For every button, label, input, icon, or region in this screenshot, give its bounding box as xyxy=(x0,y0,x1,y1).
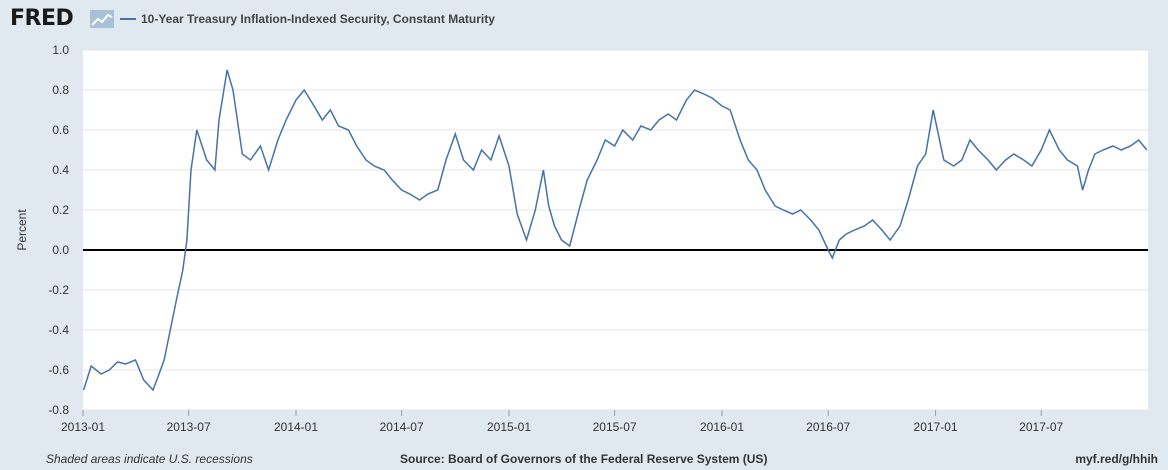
y-axis-ticks: 1.0 0.8 0.6 0.4 0.2 0.0 -0.2 -0.4 -0.6 -0.8 xyxy=(48,43,69,417)
x-tick-label: 2015-07 xyxy=(593,420,637,434)
legend: 10-Year Treasury Inflation-Indexed Secur… xyxy=(120,12,495,26)
y-tick-label: -0.4 xyxy=(48,323,69,337)
x-tick-label: 2016-01 xyxy=(700,420,744,434)
chart-area: 1.0 0.8 0.6 0.4 0.2 0.0 -0.2 -0.4 -0.6 -0.8 2013-… xyxy=(0,40,1168,445)
x-tick-label: 2014-01 xyxy=(274,420,318,434)
y-tick-label: 0.4 xyxy=(52,163,69,177)
chart-header: FRED 10-Year Treasury Inflation-Indexed … xyxy=(0,0,1168,42)
chart-footer: Shaded areas indicate U.S. recessions So… xyxy=(0,448,1168,470)
y-tick-label: 0.0 xyxy=(52,243,69,257)
legend-label: 10-Year Treasury Inflation-Indexed Secur… xyxy=(141,12,495,26)
line-graph-icon xyxy=(90,10,114,28)
x-tick-label: 2017-01 xyxy=(914,420,958,434)
x-tick-label: 2015-01 xyxy=(487,420,531,434)
y-tick-label: 0.8 xyxy=(52,83,69,97)
short-link[interactable]: myf.red/g/hhih xyxy=(1075,452,1158,466)
recession-note: Shaded areas indicate U.S. recessions xyxy=(46,452,253,466)
x-tick-label: 2014-07 xyxy=(380,420,424,434)
source-note: Source: Board of Governors of the Federa… xyxy=(400,452,768,466)
x-tick-label: 2017-07 xyxy=(1019,420,1063,434)
line-chart[interactable]: 1.0 0.8 0.6 0.4 0.2 0.0 -0.2 -0.4 -0.6 -0.8 2013-… xyxy=(0,40,1168,445)
x-tick-label: 2013-07 xyxy=(167,420,211,434)
fred-logo[interactable]: FRED xyxy=(10,6,74,31)
x-tick-label: 2013-01 xyxy=(61,420,105,434)
y-tick-label: -0.6 xyxy=(48,363,69,377)
y-tick-label: 1.0 xyxy=(52,43,69,57)
legend-swatch xyxy=(120,18,136,20)
x-tick-label: 2016-07 xyxy=(806,420,850,434)
y-axis-label: Percent xyxy=(15,209,29,251)
x-axis-ticks: 2013-01 2013-07 2014-01 2014-07 2015-01 2015-… xyxy=(61,410,1064,434)
y-tick-label: 0.6 xyxy=(52,123,69,137)
y-tick-label: 0.2 xyxy=(52,203,69,217)
plot-background xyxy=(83,50,1148,410)
y-tick-label: -0.2 xyxy=(48,283,69,297)
series-line[interactable] xyxy=(82,69,1148,392)
y-tick-label: -0.8 xyxy=(48,403,69,417)
